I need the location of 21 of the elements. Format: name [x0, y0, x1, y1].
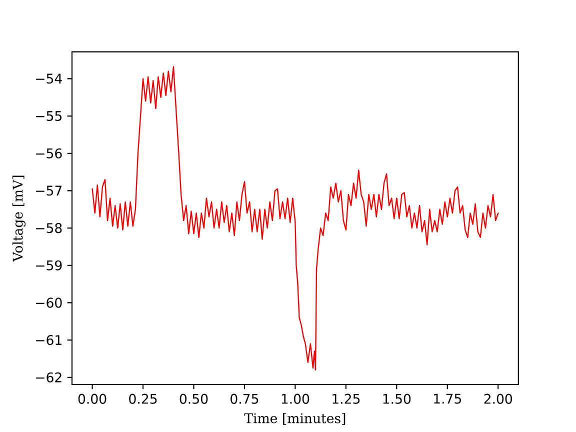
x-tick-label: 0.00	[78, 394, 106, 404]
y-tick-label: −57	[36, 186, 62, 196]
x-tick-label: 0.50	[180, 394, 208, 404]
y-tick-label: −56	[36, 148, 62, 158]
x-tick-label: 1.50	[383, 394, 411, 404]
x-tick-label: 1.75	[434, 394, 462, 404]
y-tick-label: −59	[36, 260, 62, 270]
y-tick-label: −60	[36, 298, 62, 308]
x-tick-label: 1.00	[282, 394, 310, 404]
line-series	[92, 66, 499, 371]
y-tick-label: −58	[36, 223, 62, 234]
x-axis-title: Time [minutes]	[244, 412, 346, 425]
x-tick-label: 0.75	[230, 394, 258, 404]
y-axis-title: Voltage [mV]	[12, 176, 26, 262]
x-tick-label: 1.25	[332, 394, 360, 404]
y-tick-label: −61	[36, 335, 62, 346]
y-tick-label: −62	[36, 372, 62, 382]
y-tick-label: −54	[36, 74, 62, 84]
x-tick-label: 2.00	[484, 394, 512, 404]
y-tick-label: −55	[36, 111, 62, 121]
x-tick-label: 0.25	[129, 394, 157, 404]
